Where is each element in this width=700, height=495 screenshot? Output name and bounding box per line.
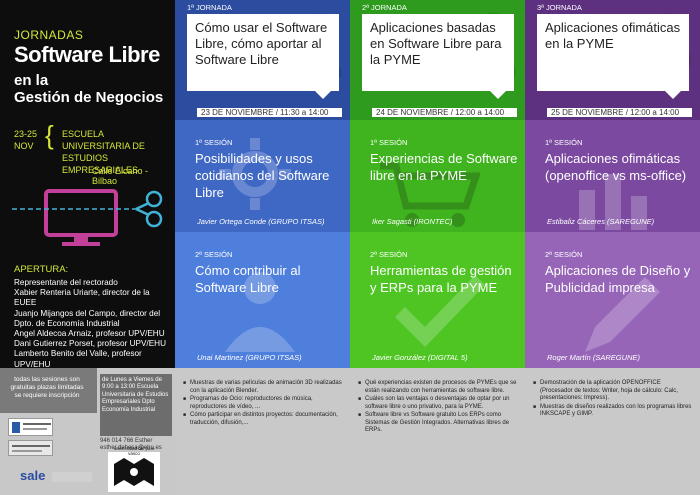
session-label: 1ª SESIÓN [545, 138, 583, 147]
notes-list: Demostración de la aplicación OPENOFFICE… [533, 380, 693, 420]
list-item: Cómo participar en distintos proyectos: … [183, 412, 343, 427]
opening-speaker: Angel Aldecoa Arnaiz, profesor UPV/EHU [14, 329, 165, 339]
session-1: 1ª SESIÓN Posibilidades y usos cotidiano… [175, 120, 350, 232]
event-type-label: JORNADAS [14, 28, 84, 42]
speech-tail [665, 91, 681, 99]
day-title-box: 2ª JORNADA Aplicaciones basadas en Softw… [362, 3, 514, 91]
pencil-icon [585, 277, 660, 352]
speech-tail [490, 91, 506, 99]
seats-box: todas las sesiones son gratuitas plazas … [0, 368, 97, 413]
venue: ESCUELA UNIVERSITARIA DE ESTUDIOS EMPRES… [62, 128, 172, 176]
day-title-box: 3ª JORNADA Aplicaciones ofimáticas en la… [537, 3, 689, 91]
opening-speaker: Representante del rectorado [14, 278, 118, 287]
event-subtitle: en la Gestión de Negocios [14, 72, 164, 106]
session-label: 1ª SESIÓN [370, 138, 408, 147]
opening-speakers: Representante del rectorado Xabier Rente… [14, 278, 174, 370]
event-subtitle-line1: en la [14, 72, 49, 89]
checklist-icon [395, 275, 485, 347]
bar-chart-icon [579, 174, 647, 230]
session-speaker: Javier Ortega Conde (GRUPO ITSAS) [197, 217, 325, 226]
opening-label: APERTURA: [14, 264, 69, 275]
list-item: Software libre vs Software gratuito Los … [358, 412, 518, 435]
session-speaker: Iker Sagasti (IRONTEC) [372, 217, 453, 226]
session-1: 1ª SESIÓN Experiencias de Software libre… [350, 120, 525, 232]
session-2: 2ª SESIÓN Cómo contribuir al Software Li… [175, 232, 350, 368]
shopping-cart-icon [380, 162, 480, 227]
contact-info: 946 014 766 Esther esther.dehesa@ehu.es [100, 438, 162, 452]
event-title: Software Libre [14, 42, 160, 67]
day-header: 3 3ª JORNADA Aplicaciones ofimáticas en … [525, 0, 700, 120]
speech-tail [315, 91, 331, 99]
ehu-logo-text: universidad del país vasco [113, 446, 155, 456]
session-title: Posibilidades y usos cotidianos del Soft… [195, 151, 330, 200]
session-1: 1ª SESIÓN Aplicaciones ofimáticas (openo… [525, 120, 700, 232]
sale-logo: sale [20, 468, 46, 483]
seats-note: todas las sesiones son gratuitas plazas … [10, 376, 84, 399]
venue-line2: ESTUDIOS EMPRESARIALES [62, 153, 139, 175]
venue-address: Calle Elcano - Bilbao [92, 166, 149, 186]
day-label: 1ª JORNADA [187, 3, 232, 12]
day-schedule: 24 DE NOVIEMBRE / 12:00 a 14:00 [372, 108, 517, 117]
event-dates: 23-25 NOV [14, 128, 37, 152]
day-schedule: 23 DE NOVIEMBRE / 11:30 a 14:00 [197, 108, 342, 117]
list-item: Programas de Ocio: reproductores de músi… [183, 396, 343, 411]
day-label: 3ª JORNADA [537, 3, 582, 12]
gear-icon [219, 138, 291, 210]
session-title: Aplicaciones ofimáticas (openoffice vs m… [545, 151, 687, 183]
notes-list: Muestras de varias películas de animació… [183, 380, 343, 428]
session-notes: Muestras de varias películas de animació… [175, 368, 350, 495]
brace-icon: { [45, 120, 54, 150]
monitor-scissors-icon [12, 189, 163, 246]
session-speaker: Unai Martinez (GRUPO ITSAS) [197, 353, 302, 362]
ehu-logo-icon [108, 452, 160, 492]
sponsor-logo [8, 418, 53, 436]
session-2: 2ª SESIÓN Aplicaciones de Diseño y Publi… [525, 232, 700, 368]
day-column-3: 3 3ª JORNADA Aplicaciones ofimáticas en … [525, 0, 700, 495]
session-speaker: Javier González (DIGITAL 5) [372, 353, 468, 362]
list-item: Muestras de varias películas de animació… [183, 380, 343, 395]
people-icon [225, 272, 295, 352]
day-column-2: 2 2ª JORNADA Aplicaciones basadas en Sof… [350, 0, 525, 495]
day-column-1: 1 1ª JORNADA Cómo usar el Software Libre… [175, 0, 350, 495]
session-speaker: Roger Martín (SAREGUNE) [547, 353, 640, 362]
session-speaker: Estibaliz Cáceres (SAREGUNE) [547, 217, 655, 226]
session-2: 2ª SESIÓN Herramientas de gestión y ERPs… [350, 232, 525, 368]
session-label: 2ª SESIÓN [370, 250, 408, 259]
opening-speaker: Xabier Renteria Uriarte, director de la … [14, 288, 150, 308]
day-title: Cómo usar el Software Libre, cómo aporta… [195, 20, 328, 67]
school-logo [8, 440, 53, 456]
day-title: Aplicaciones ofimáticas en la PYME [545, 20, 681, 51]
opening-speaker: Juanjo Mijangos del Campo, director del … [14, 308, 161, 328]
opening-speaker: Lamberto Benito del Valle, profesor UPV/… [14, 349, 142, 369]
list-item: Cuáles son las ventajas o desventajas de… [358, 396, 518, 411]
session-title: Experiencias de Software libre en la PYM… [370, 151, 518, 183]
dates-month: NOV [14, 141, 34, 151]
day-title: Aplicaciones basadas en Software Libre p… [370, 20, 502, 67]
session-label: 2ª SESIÓN [545, 250, 583, 259]
info-footer: todas las sesiones son gratuitas plazas … [0, 368, 175, 495]
day-label: 2ª JORNADA [362, 3, 407, 12]
session-notes: Qué experiencias existen de procesos de … [350, 368, 525, 495]
session-title: Cómo contribuir al Software Libre [195, 263, 301, 295]
opening-speaker: Dani Gutierrez Porset, profesor UPV/EHU [14, 339, 166, 349]
notes-list: Qué experiencias existen de procesos de … [358, 380, 518, 436]
list-item: Qué experiencias existen de procesos de … [358, 380, 518, 395]
session-title: Herramientas de gestión y ERPs para la P… [370, 263, 512, 295]
session-title: Aplicaciones de Diseño y Publicidad impr… [545, 263, 691, 295]
session-notes: Demostración de la aplicación OPENOFFICE… [525, 368, 700, 495]
dates-days: 23-25 [14, 129, 38, 139]
schedule-info: de Lunes a Viernes de 9:00 a 13:00 Escue… [100, 374, 172, 436]
list-item: Demostración de la aplicación OPENOFFICE… [533, 380, 693, 403]
session-label: 1ª SESIÓN [195, 138, 233, 147]
day-header: 2 2ª JORNADA Aplicaciones basadas en Sof… [350, 0, 525, 120]
day-schedule: 25 DE NOVIEMBRE / 12:00 a 14:00 [547, 108, 692, 117]
session-label: 2ª SESIÓN [195, 250, 233, 259]
list-item: Muestras de diseños realizados con los p… [533, 404, 693, 419]
day-title-box: 1ª JORNADA Cómo usar el Software Libre, … [187, 3, 339, 91]
venue-line1: ESCUELA UNIVERSITARIA DE [62, 129, 145, 151]
event-subtitle-line2: Gestión de Negocios [14, 89, 164, 106]
sale-logo-mark [52, 472, 92, 482]
day-header: 1 1ª JORNADA Cómo usar el Software Libre… [175, 0, 350, 120]
